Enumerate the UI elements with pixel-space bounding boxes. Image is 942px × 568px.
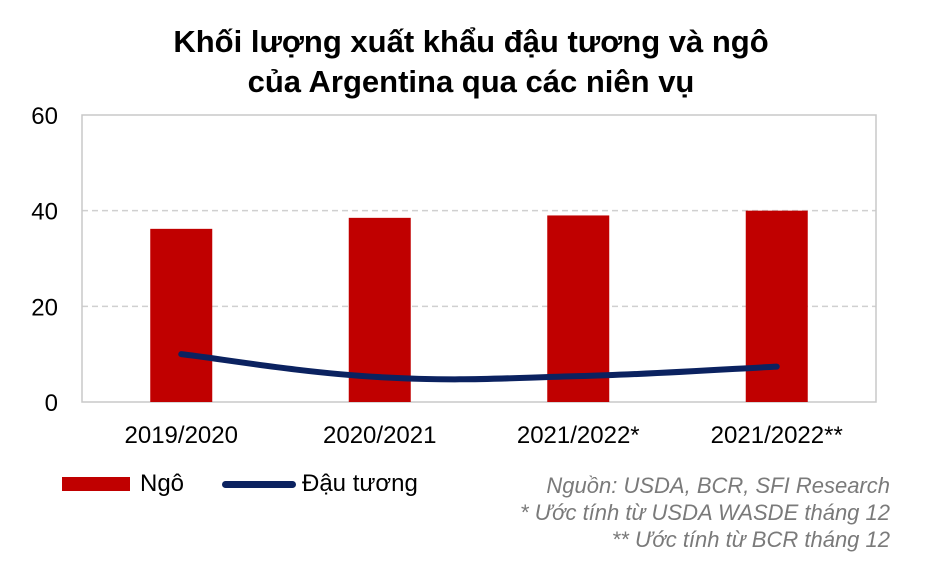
bar-corn xyxy=(547,215,610,402)
legend-label-soybean: Đậu tương xyxy=(302,470,418,497)
y-tick-label: 60 xyxy=(31,103,58,130)
legend-swatch-bar xyxy=(62,477,130,491)
chart-title-line-1: Khối lượng xuất khẩu đậu tương và ngô xyxy=(173,24,769,59)
estimate-note-usda: * Ước tính từ USDA WASDE tháng 12 xyxy=(520,500,890,525)
legend-label-corn: Ngô xyxy=(140,470,185,497)
chart-title-line-2: của Argentina qua các niên vụ xyxy=(247,64,695,99)
x-tick-label: 2020/2021 xyxy=(323,422,436,449)
source-note: Nguồn: USDA, BCR, SFI Research xyxy=(546,473,890,498)
estimate-note-bcr: ** Ước tính từ BCR tháng 12 xyxy=(611,527,890,552)
bar-corn xyxy=(745,210,808,402)
x-tick-label: 2019/2020 xyxy=(125,422,238,449)
x-tick-label: 2021/2022** xyxy=(711,422,843,449)
y-tick-label: 20 xyxy=(31,294,58,321)
y-tick-label: 0 xyxy=(45,390,58,417)
legend-swatch-line xyxy=(222,480,296,488)
source-notes: Nguồn: USDA, BCR, SFI Research * Ước tín… xyxy=(520,472,890,553)
x-tick-label: 2021/2022* xyxy=(517,422,640,449)
legend-item-soybean: Đậu tương xyxy=(222,470,418,498)
plot-frame xyxy=(81,114,877,403)
line-soybean xyxy=(178,351,780,383)
bar-line-chart: 0 20 40 60 2019/2020 2020/2021 2021/2022* 2021… xyxy=(31,103,877,449)
bar-corn xyxy=(348,217,411,402)
chart-title: Khối lượng xuất khẩu đậu tương và ngô củ… xyxy=(0,22,942,102)
bar-corn xyxy=(150,228,213,402)
y-tick-label: 40 xyxy=(31,199,58,226)
legend-item-corn: Ngô xyxy=(62,470,184,498)
